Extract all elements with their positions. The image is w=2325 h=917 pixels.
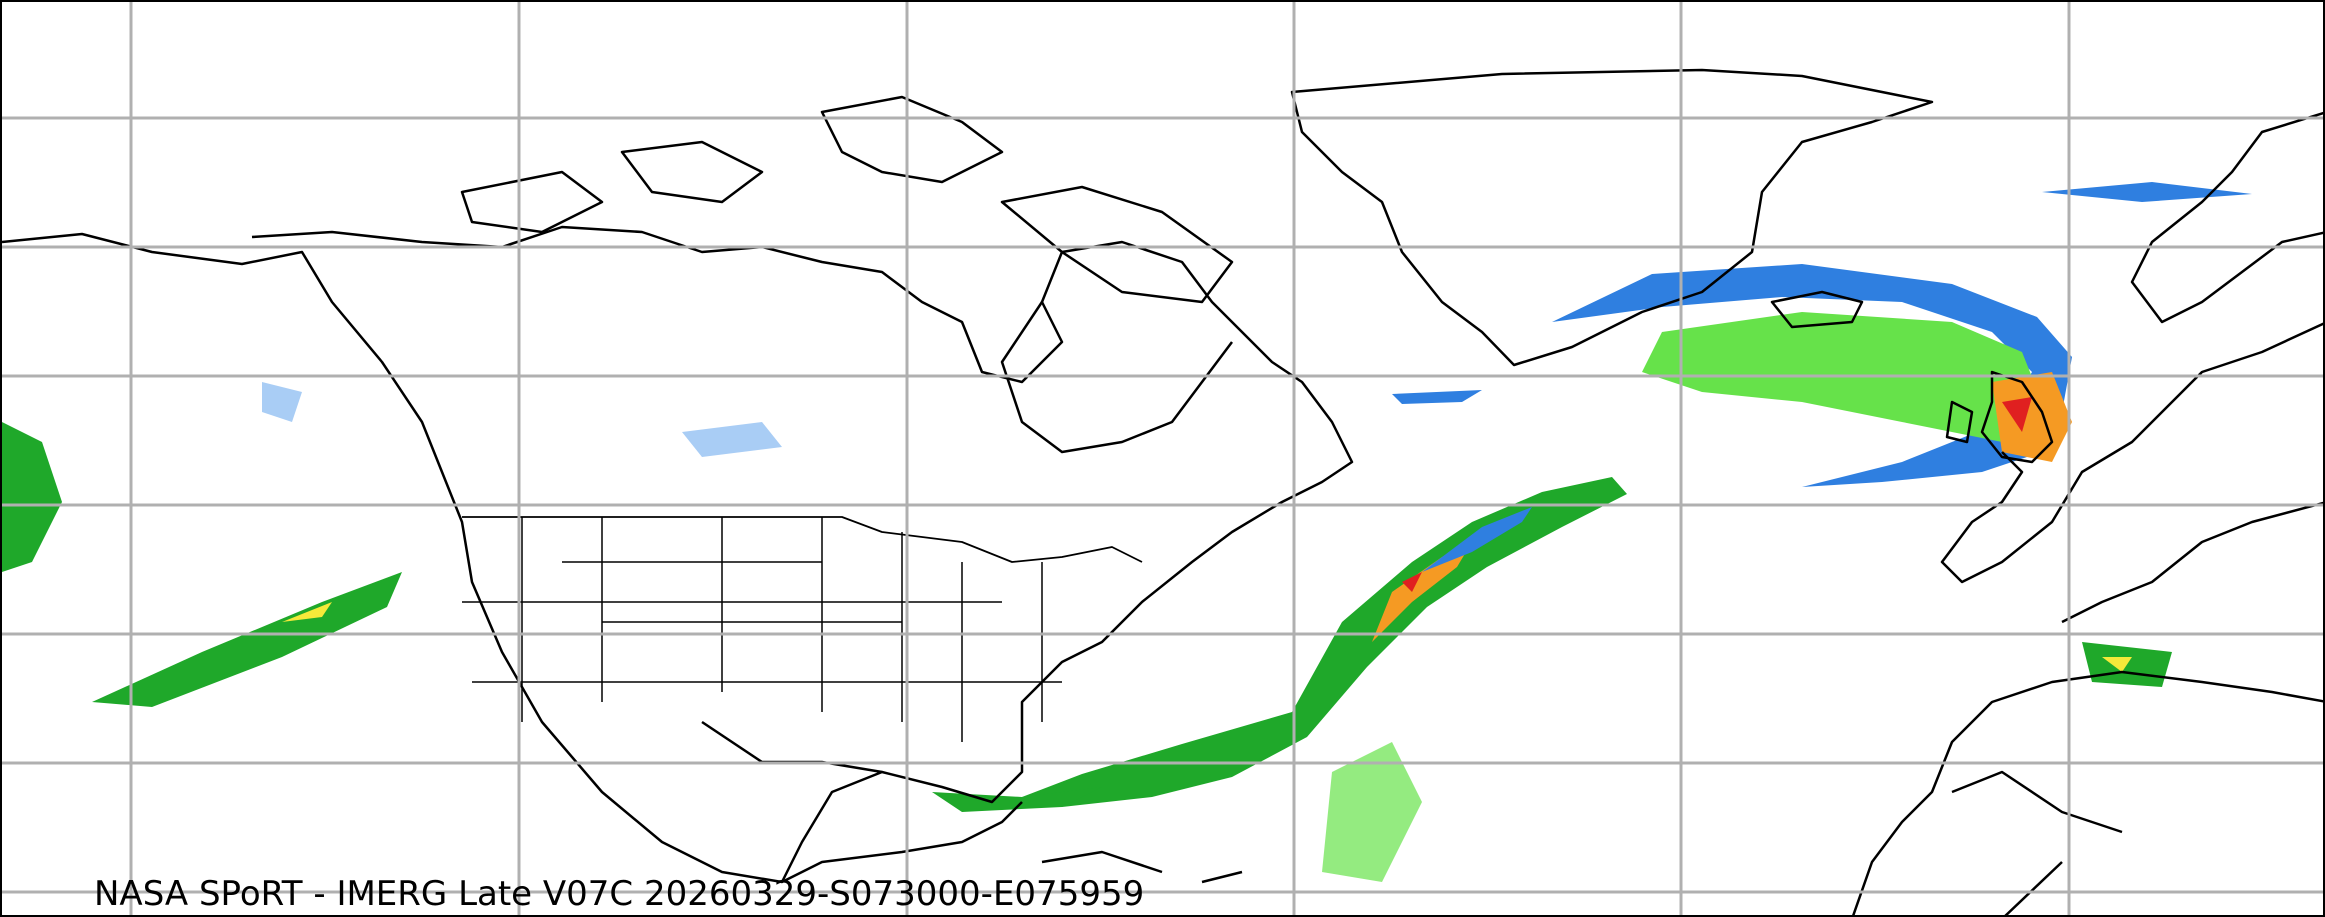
- hudson-bay: [1000, 301, 1233, 454]
- pacific-rain-band: [92, 572, 402, 707]
- cuba-caribbean: [1041, 850, 1243, 884]
- uk-intense-rain: [2002, 397, 2032, 432]
- norwegian-sea-snow: [2042, 182, 2252, 202]
- us-states: [462, 517, 1062, 742]
- arctic-islands: [460, 95, 1234, 304]
- british-isles: [1945, 370, 2054, 464]
- frontal-rain-band: [1022, 477, 1627, 807]
- greenland-coast: [1290, 68, 1934, 367]
- us-canada-border: [462, 516, 1143, 563]
- canada-light-snow: [682, 422, 782, 457]
- precipitation-layer: [2, 182, 2252, 882]
- frontal-heavy-rain: [1372, 542, 1472, 642]
- north-america-coast: [2, 225, 1354, 884]
- caribbean-showers: [1322, 742, 1422, 882]
- greenland-snow-streak: [1392, 390, 1482, 404]
- frontal-intense-rain: [1402, 572, 1422, 592]
- mediterranean-moderate-rain: [2102, 657, 2132, 672]
- iceland: [1770, 290, 1864, 329]
- frontal-snow: [1422, 507, 1532, 572]
- map-caption: NASA SPoRT - IMERG Late V07C 20260329-S0…: [94, 874, 1145, 914]
- pacific-west-rain: [2, 422, 62, 572]
- africa-coast: [1852, 670, 2323, 915]
- gulf-rain: [932, 787, 1102, 812]
- alaska-light-snow: [262, 382, 302, 422]
- pacific-moderate-rain: [282, 602, 332, 622]
